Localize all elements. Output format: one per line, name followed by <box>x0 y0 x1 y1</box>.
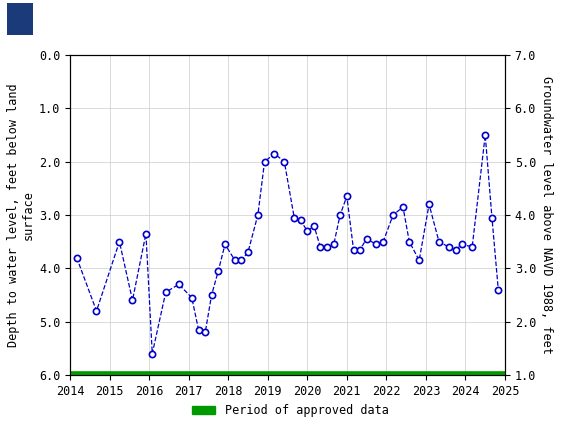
FancyBboxPatch shape <box>7 3 62 35</box>
Legend: Period of approved data: Period of approved data <box>187 399 393 422</box>
FancyBboxPatch shape <box>7 3 33 35</box>
Y-axis label: Groundwater level above NAVD 1988, feet: Groundwater level above NAVD 1988, feet <box>540 76 553 354</box>
Y-axis label: Depth to water level, feet below land
surface: Depth to water level, feet below land su… <box>7 83 35 347</box>
Text: USGS: USGS <box>38 12 85 27</box>
